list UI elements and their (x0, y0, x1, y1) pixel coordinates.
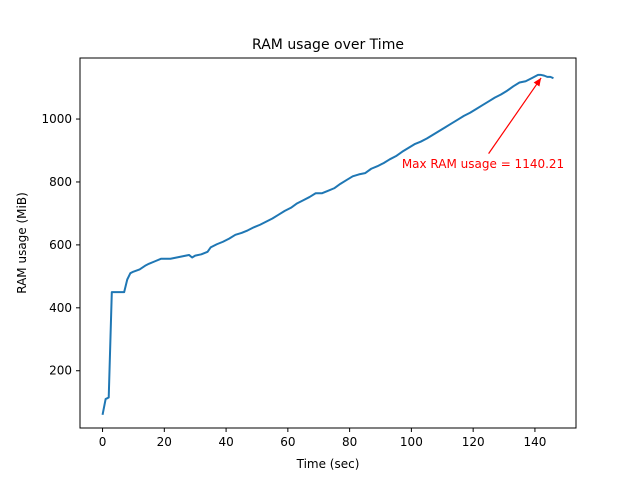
y-tick-label: 400 (49, 301, 72, 315)
x-tick-label: 80 (342, 435, 357, 449)
x-tick-label: 20 (157, 435, 172, 449)
x-tick-label: 0 (99, 435, 107, 449)
max-annotation: Max RAM usage = 1140.21 (402, 77, 564, 171)
x-axis-label: Time (sec) (296, 457, 360, 471)
x-tick-label: 40 (218, 435, 233, 449)
y-axis-ticks: 200 400 600 800 1000 (41, 112, 80, 378)
annotation-arrowhead (533, 77, 542, 87)
x-tick-label: 140 (523, 435, 546, 449)
x-axis-ticks: 0 20 40 60 80 100 120 140 (99, 428, 546, 449)
y-axis-label: RAM usage (MiB) (15, 192, 29, 294)
x-tick-label: 100 (400, 435, 423, 449)
plot-area (80, 58, 576, 428)
y-tick-label: 800 (49, 175, 72, 189)
y-tick-label: 1000 (41, 112, 72, 126)
x-tick-label: 120 (462, 435, 485, 449)
annotation-arrow (488, 77, 542, 154)
plot-frame (79, 57, 577, 429)
x-tick-label: 60 (280, 435, 295, 449)
ram-usage-line (101, 73, 554, 415)
y-tick-label: 600 (49, 238, 72, 252)
y-tick-label: 200 (49, 364, 72, 378)
chart-title: RAM usage over Time (252, 37, 404, 53)
annotation-text: Max RAM usage = 1140.21 (402, 157, 564, 171)
